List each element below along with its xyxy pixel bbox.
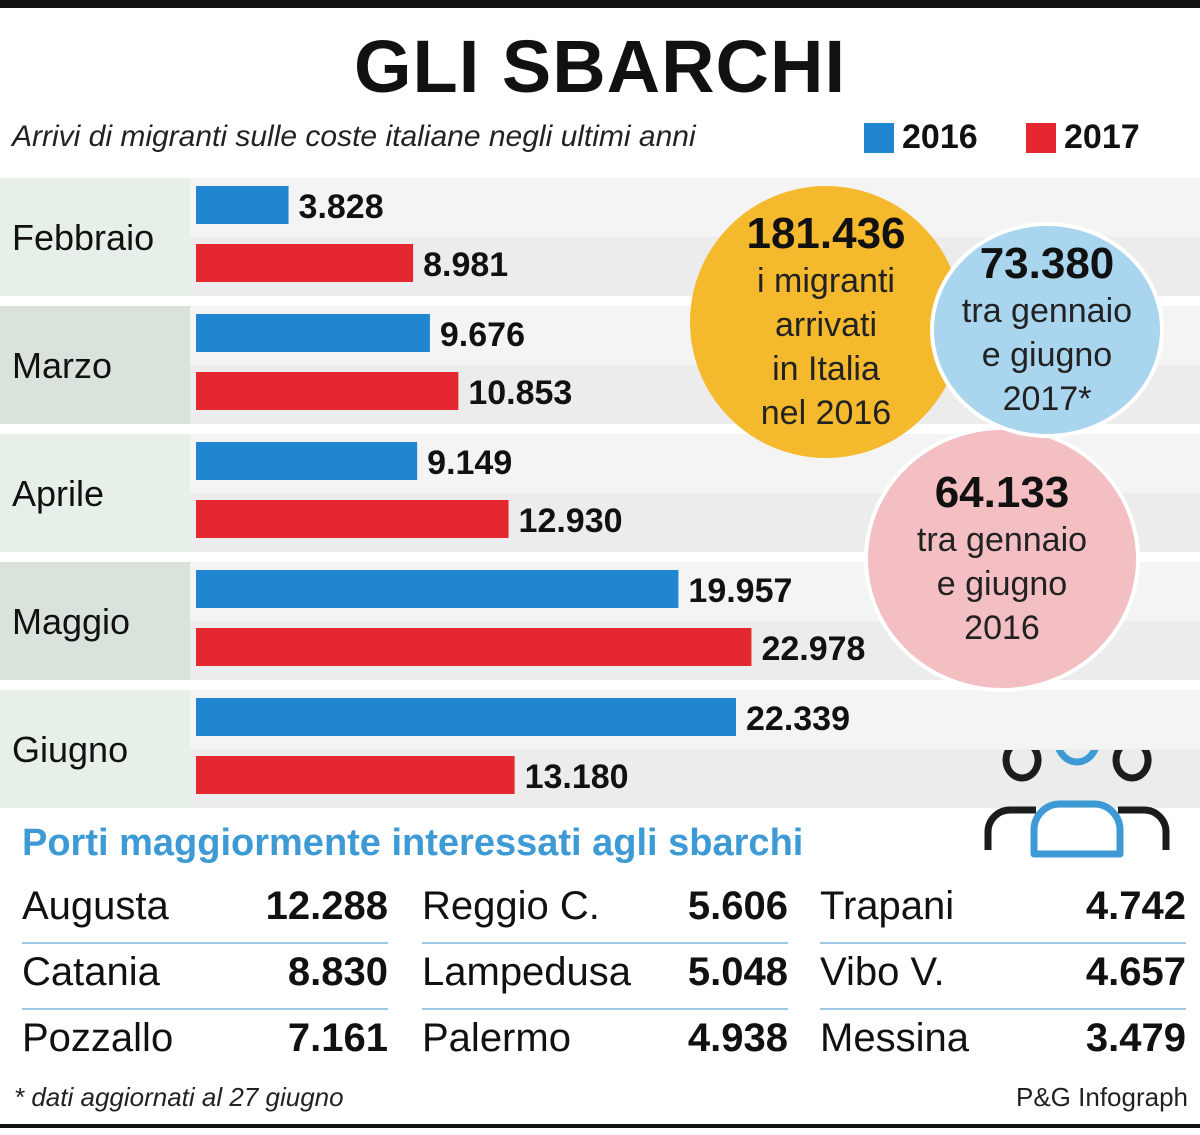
bubble-total-2016-line: in Italia bbox=[772, 350, 880, 388]
bar-2016 bbox=[196, 442, 418, 480]
bubble-jan-jun-2016-line: tra gennaio bbox=[916, 521, 1088, 559]
port-row: Palermo 4.938 bbox=[422, 1010, 788, 1074]
bubble-jan-jun-2017-line: 2017* bbox=[1002, 380, 1092, 418]
bar-2016 bbox=[196, 186, 289, 224]
port-value: 3.479 bbox=[1085, 1016, 1186, 1060]
port-value: 8.830 bbox=[287, 950, 388, 994]
category-label: Giugno bbox=[12, 729, 128, 770]
bar-2017 bbox=[196, 756, 515, 794]
port-value: 5.606 bbox=[687, 884, 788, 928]
category-label: Marzo bbox=[12, 345, 112, 386]
chart-title: GLI SBARCHI bbox=[354, 25, 846, 108]
port-name: Vibo V. bbox=[820, 950, 945, 994]
data-label: 8.981 bbox=[423, 246, 508, 284]
data-label: 12.930 bbox=[519, 502, 623, 540]
port-value: 4.657 bbox=[1085, 950, 1186, 994]
top-rule bbox=[0, 0, 1200, 8]
category-label: Aprile bbox=[12, 473, 104, 514]
port-value: 5.048 bbox=[687, 950, 788, 994]
category-label: Febbraio bbox=[12, 217, 154, 258]
data-label: 19.957 bbox=[688, 572, 792, 610]
data-label: 3.828 bbox=[299, 188, 384, 226]
port-name: Catania bbox=[22, 950, 160, 994]
legend-item-2016: 2016 bbox=[864, 118, 978, 157]
bubble-total-2016-value: 181.436 bbox=[746, 209, 906, 258]
port-row: Catania 8.830 bbox=[22, 944, 388, 1010]
bubble-total-2016-line: arrivati bbox=[774, 306, 878, 344]
bar-2017 bbox=[196, 500, 509, 538]
legend-swatch-2017 bbox=[1026, 122, 1056, 153]
data-label: 13.180 bbox=[525, 758, 629, 796]
port-row: Pozzallo 7.161 bbox=[22, 1010, 388, 1074]
bubble-jan-jun-2016-line: 2016 bbox=[964, 609, 1040, 647]
port-row: Messina 3.479 bbox=[820, 1010, 1186, 1074]
bubble-jan-jun-2017-line: e giugno bbox=[981, 336, 1113, 374]
legend-label-2016: 2016 bbox=[902, 118, 978, 156]
legend-item-2017: 2017 bbox=[1026, 118, 1140, 157]
data-label: 22.339 bbox=[746, 700, 850, 738]
ports-column-3: Trapani 4.742 Vibo V. 4.657 Messina 3.479 bbox=[820, 878, 1186, 1074]
ports-column-2: Reggio C. 5.606 Lampedusa 5.048 Palermo 4.9… bbox=[422, 878, 788, 1074]
bubble-total-2016: 181.436 i migranti arrivati in Italia ne… bbox=[690, 186, 962, 458]
data-label: 10.853 bbox=[468, 374, 572, 412]
legend-swatch-2016 bbox=[864, 122, 894, 153]
port-name: Messina bbox=[820, 1016, 969, 1060]
chart-subtitle: Arrivi di migranti sulle coste italiane … bbox=[12, 120, 696, 153]
category-label: Maggio bbox=[12, 601, 130, 642]
bubble-jan-jun-2016-line: e giugno bbox=[936, 565, 1068, 603]
port-value: 4.742 bbox=[1085, 884, 1186, 928]
bar-2016 bbox=[196, 314, 430, 352]
bubble-jan-jun-2017-value: 73.380 bbox=[979, 239, 1115, 288]
credit: P&G Infograph bbox=[1016, 1082, 1188, 1112]
bar-2017 bbox=[196, 372, 459, 410]
data-label: 9.149 bbox=[427, 444, 512, 482]
port-row: Augusta 12.288 bbox=[22, 878, 388, 944]
bar-2016 bbox=[196, 570, 679, 608]
port-name: Augusta bbox=[22, 884, 169, 928]
bottom-rule bbox=[0, 1124, 1200, 1128]
category-panel bbox=[0, 306, 190, 424]
port-name: Trapani bbox=[820, 884, 955, 928]
port-row: Vibo V. 4.657 bbox=[820, 944, 1186, 1010]
category-panel bbox=[0, 562, 190, 680]
bubble-jan-jun-2017: 73.380 tra gennaio e giugno 2017* bbox=[930, 222, 1164, 438]
bubble-jan-jun-2017-line: tra gennaio bbox=[961, 292, 1133, 330]
people-group-icon bbox=[984, 750, 1170, 858]
bubble-jan-jun-2016: 64.133 tra gennaio e giugno 2016 bbox=[864, 426, 1140, 692]
port-name: Lampedusa bbox=[422, 950, 632, 994]
port-name: Pozzallo bbox=[22, 1016, 174, 1060]
port-row: Trapani 4.742 bbox=[820, 878, 1186, 944]
port-name: Palermo bbox=[422, 1016, 571, 1060]
bubble-total-2016-line: i migranti bbox=[757, 262, 895, 300]
port-value: 4.938 bbox=[687, 1016, 788, 1060]
bar-2017 bbox=[196, 244, 414, 282]
ports-title: Porti maggiormente interessati agli sbar… bbox=[22, 822, 804, 864]
port-row: Reggio C. 5.606 bbox=[422, 878, 788, 944]
ports-column-1: Augusta 12.288 Catania 8.830 Pozzallo 7.161 bbox=[22, 878, 388, 1074]
category-panel bbox=[0, 178, 190, 296]
port-value: 7.161 bbox=[287, 1016, 388, 1060]
bubble-jan-jun-2016-value: 64.133 bbox=[934, 468, 1070, 517]
legend-label-2017: 2017 bbox=[1064, 118, 1140, 156]
footnote: * dati aggiornati al 27 giugno bbox=[14, 1082, 344, 1112]
data-label: 22.978 bbox=[761, 630, 865, 668]
port-row: Lampedusa 5.048 bbox=[422, 944, 788, 1010]
port-name: Reggio C. bbox=[422, 884, 600, 928]
bar-2016 bbox=[196, 698, 736, 736]
port-value: 12.288 bbox=[265, 884, 388, 928]
category-panel bbox=[0, 434, 190, 552]
bar-2017 bbox=[196, 628, 752, 666]
category-panel bbox=[0, 690, 190, 808]
data-label: 9.676 bbox=[440, 316, 525, 354]
bubble-total-2016-line: nel 2016 bbox=[760, 394, 892, 432]
